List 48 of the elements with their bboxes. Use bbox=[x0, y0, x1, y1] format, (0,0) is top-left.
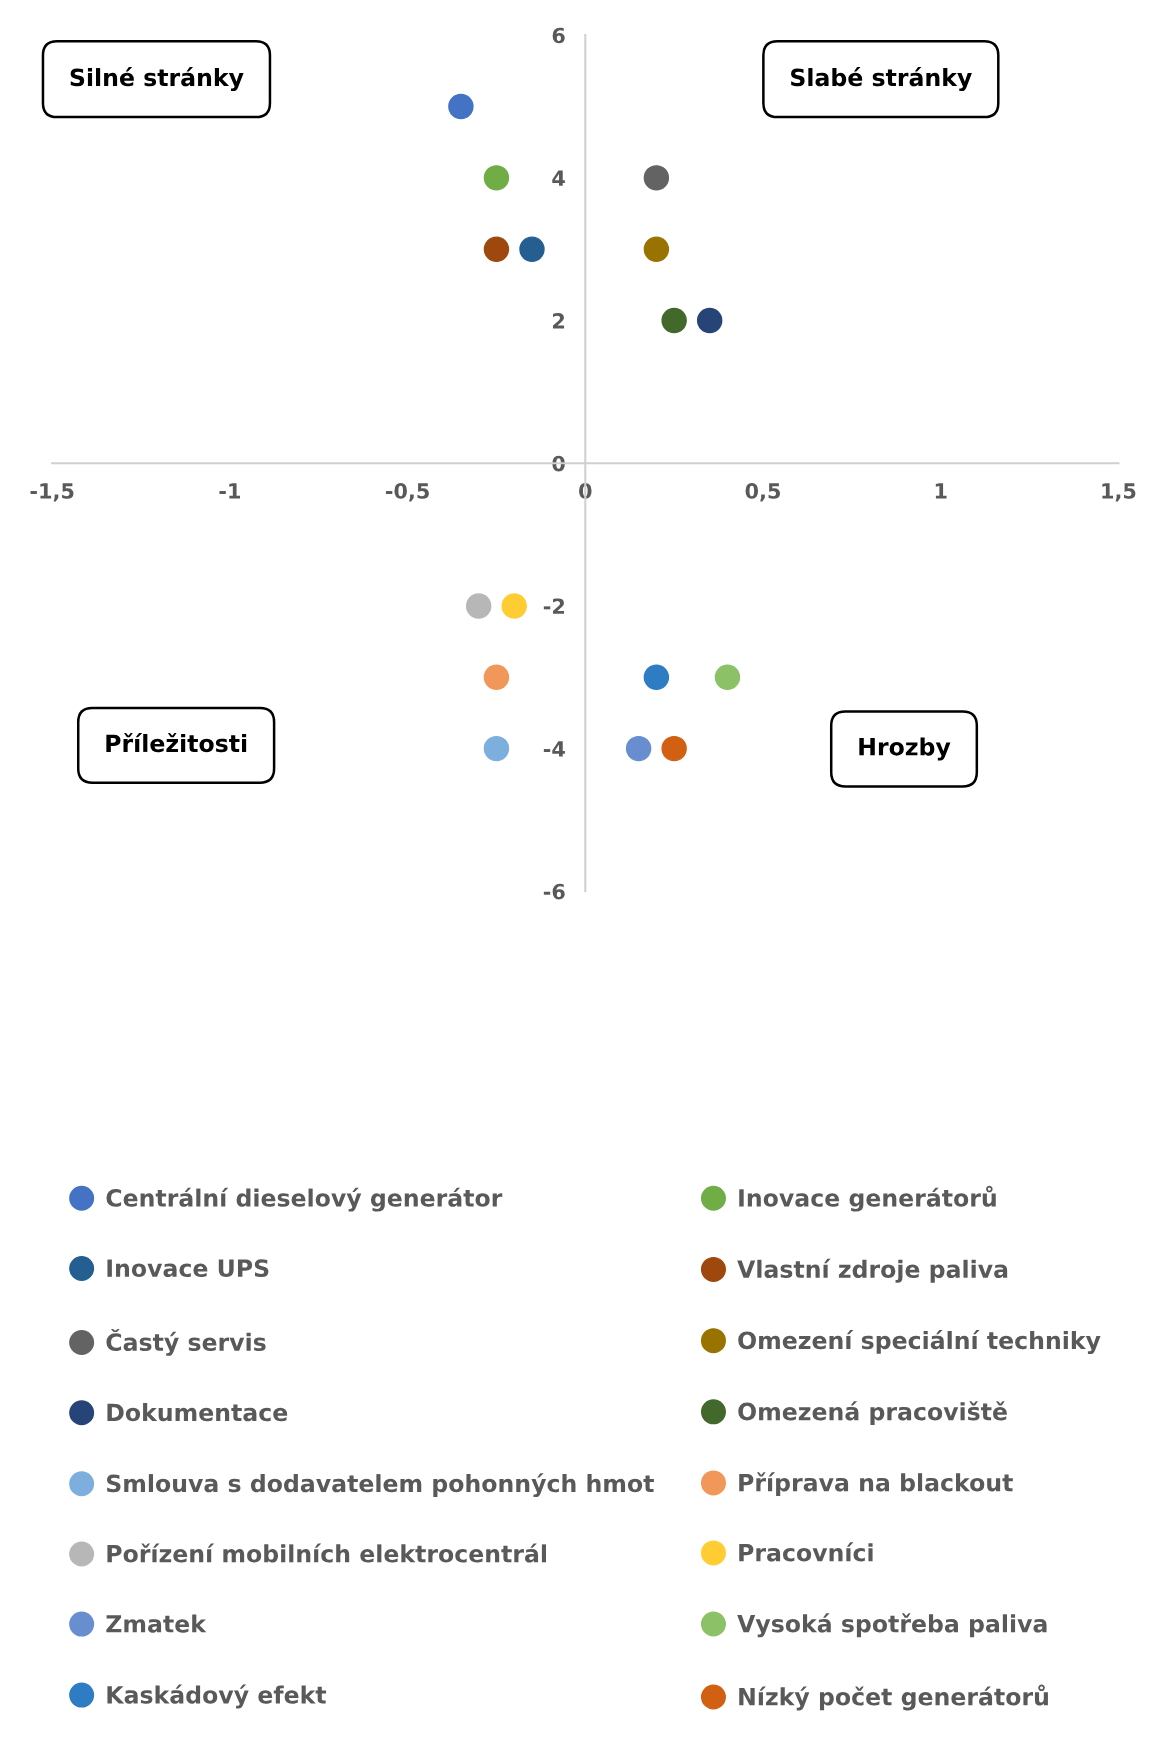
y-tick-label: 2 bbox=[553, 312, 565, 329]
point bbox=[661, 307, 687, 334]
legend-label: Smlouva s dodavatelem pohonných hmot bbox=[106, 1473, 654, 1498]
y-tick-label: -4 bbox=[543, 741, 565, 757]
legend-label: Pracovníci bbox=[739, 1542, 873, 1562]
point bbox=[714, 664, 741, 690]
point bbox=[519, 236, 545, 262]
x-tick-label: -1,5 bbox=[30, 483, 74, 502]
point bbox=[643, 664, 670, 690]
legend-label: Inovace UPS bbox=[107, 1259, 269, 1278]
annotation: Slabé stránky bbox=[791, 67, 972, 92]
point bbox=[643, 165, 670, 191]
point bbox=[483, 735, 510, 762]
point bbox=[483, 236, 510, 262]
legend-label: Vysoká spotřeba paliva bbox=[737, 1613, 1047, 1638]
x-tick-label: 1,5 bbox=[1102, 483, 1136, 502]
legend-label: Kaskádový efekt bbox=[107, 1684, 327, 1709]
legend-label: Pořízení mobilních elektrocentrál bbox=[107, 1543, 547, 1563]
legend-label: Vlastní zdroje paliva bbox=[737, 1258, 1008, 1283]
y-tick-label: 6 bbox=[552, 27, 565, 44]
legend-label: Dokumentace bbox=[107, 1403, 288, 1422]
y-tick-label: 4 bbox=[552, 170, 565, 186]
x-tick-label: -0,5 bbox=[385, 483, 429, 502]
legend-label: Omezená pracoviště bbox=[738, 1401, 1007, 1426]
legend-label: Častý servis bbox=[106, 1328, 266, 1356]
point bbox=[643, 236, 670, 262]
legend-label: Inovace generátorů bbox=[739, 1185, 996, 1212]
point bbox=[625, 735, 652, 762]
legend-label: Omezení speciální techniky bbox=[738, 1330, 1101, 1355]
legend-label: Zmatek bbox=[106, 1614, 207, 1633]
annotation: Příležitosti bbox=[106, 733, 247, 753]
point bbox=[483, 165, 510, 191]
x-tick-label: 1 bbox=[935, 483, 947, 499]
annotation: Hrozby bbox=[859, 737, 951, 761]
point bbox=[483, 664, 510, 690]
point bbox=[661, 735, 687, 762]
point bbox=[501, 593, 527, 619]
x-tick-label: 0,5 bbox=[745, 483, 781, 502]
point bbox=[696, 307, 723, 334]
legend-label: Nízký počet generátorů bbox=[739, 1684, 1048, 1711]
y-tick-label: -2 bbox=[543, 598, 565, 614]
annotation: Silné stránky bbox=[70, 67, 244, 92]
y-tick-label: -6 bbox=[543, 883, 565, 900]
point bbox=[448, 93, 474, 120]
legend-label: Příprava na blackout bbox=[739, 1472, 1013, 1497]
x-tick-label: -1 bbox=[219, 483, 241, 499]
legend-label: Centrální dieselový generátor bbox=[106, 1187, 503, 1212]
point bbox=[465, 593, 492, 619]
